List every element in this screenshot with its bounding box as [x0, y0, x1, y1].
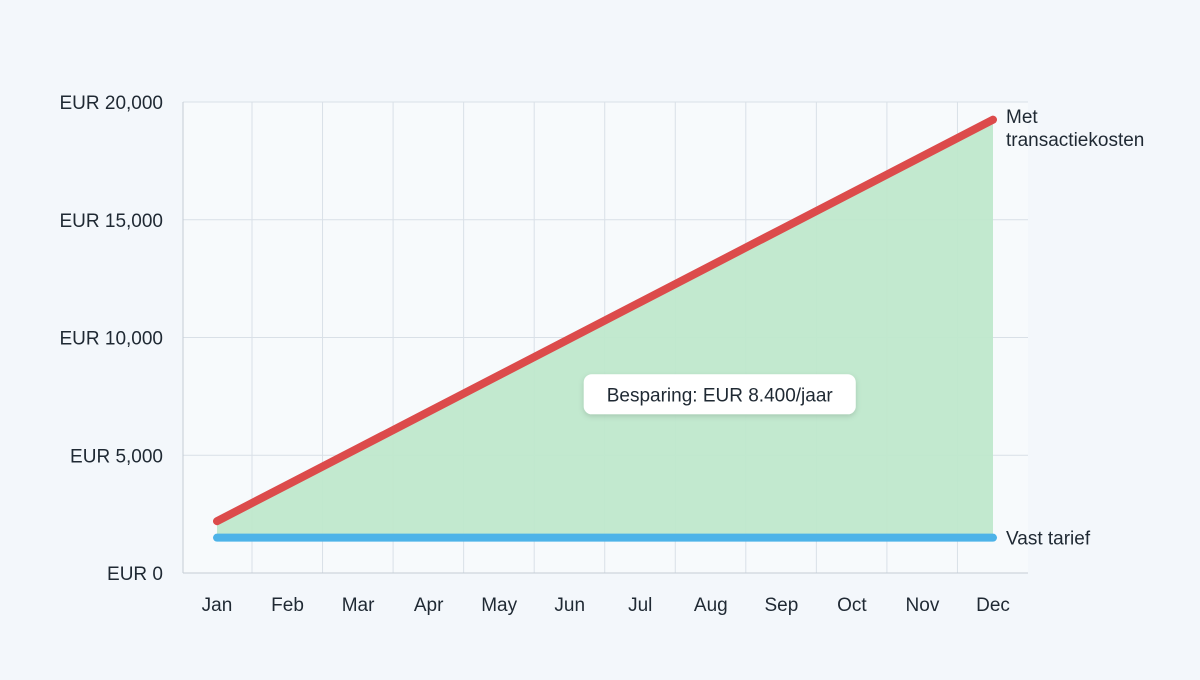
- x-tick-label: Jan: [202, 595, 233, 616]
- annotation-box: [583, 374, 856, 415]
- y-tick-label: EUR 10,000: [59, 329, 163, 350]
- x-tick-label: May: [481, 595, 517, 616]
- x-tick-label: Apr: [414, 595, 444, 616]
- series-line-0: [213, 115, 997, 526]
- x-tick-label: Mar: [342, 595, 375, 616]
- x-tick-label: Jul: [628, 595, 652, 616]
- series-label-0: transactiekosten: [1006, 130, 1144, 151]
- x-tick-label: Feb: [271, 595, 304, 616]
- annotation-label: Besparing: EUR 8.400/jaar: [607, 385, 834, 406]
- y-tick-label: EUR 5,000: [70, 446, 163, 467]
- x-tick-label: Aug: [694, 595, 728, 616]
- series-label-0: Met: [1006, 107, 1038, 128]
- x-tick-label: Oct: [837, 595, 867, 616]
- x-tick-label: Jun: [554, 595, 585, 616]
- y-tick-label: EUR 0: [107, 564, 163, 585]
- y-tick-label: EUR 15,000: [59, 211, 163, 232]
- x-tick-label: Dec: [976, 595, 1010, 616]
- x-tick-label: Nov: [906, 595, 940, 616]
- series-label-1: Vast tarief: [1006, 529, 1091, 550]
- y-tick-label: EUR 20,000: [59, 93, 163, 114]
- x-tick-label: Sep: [764, 595, 798, 616]
